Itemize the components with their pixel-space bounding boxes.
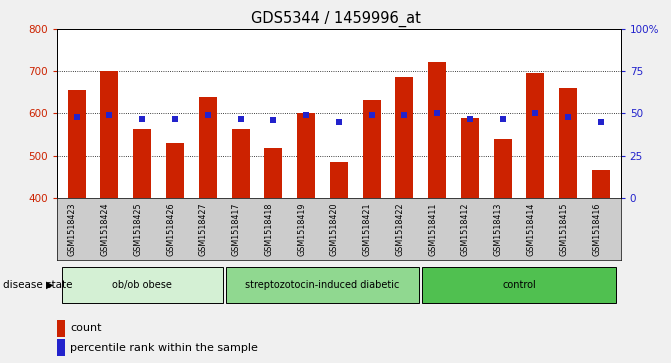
Text: percentile rank within the sample: percentile rank within the sample xyxy=(70,343,258,352)
Bar xyxy=(199,97,217,198)
Bar xyxy=(57,339,65,356)
Point xyxy=(203,112,213,118)
Point xyxy=(432,110,443,116)
Bar xyxy=(527,73,544,198)
Text: count: count xyxy=(70,323,101,334)
Point xyxy=(333,119,344,125)
Text: GSM1518414: GSM1518414 xyxy=(527,203,535,256)
Point xyxy=(366,112,377,118)
Point xyxy=(268,117,278,123)
Text: GSM1518412: GSM1518412 xyxy=(461,203,470,256)
Bar xyxy=(494,139,512,198)
Text: GSM1518419: GSM1518419 xyxy=(297,203,306,256)
Bar xyxy=(62,267,223,303)
Point xyxy=(464,115,475,121)
Text: GSM1518417: GSM1518417 xyxy=(231,203,240,256)
Bar xyxy=(423,267,616,303)
Text: GSM1518416: GSM1518416 xyxy=(592,203,601,256)
Text: ob/ob obese: ob/ob obese xyxy=(112,280,172,290)
Text: GSM1518421: GSM1518421 xyxy=(362,203,372,256)
Bar xyxy=(395,77,413,198)
Text: GSM1518424: GSM1518424 xyxy=(101,203,109,256)
Bar xyxy=(226,267,419,303)
Text: GDS5344 / 1459996_at: GDS5344 / 1459996_at xyxy=(250,11,421,27)
Point xyxy=(170,115,180,121)
Point xyxy=(301,112,311,118)
Text: GSM1518415: GSM1518415 xyxy=(559,203,568,256)
Bar xyxy=(264,148,282,198)
Text: disease state: disease state xyxy=(3,280,73,290)
Bar xyxy=(330,162,348,198)
Bar xyxy=(134,130,151,198)
Bar xyxy=(461,118,479,198)
Bar xyxy=(428,62,446,198)
Text: GSM1518426: GSM1518426 xyxy=(166,203,175,256)
Text: GSM1518425: GSM1518425 xyxy=(134,203,142,256)
Text: GSM1518423: GSM1518423 xyxy=(68,203,76,256)
Text: GSM1518413: GSM1518413 xyxy=(494,203,503,256)
Bar xyxy=(297,113,315,198)
Bar xyxy=(559,88,577,198)
Text: GSM1518420: GSM1518420 xyxy=(330,203,339,256)
Point xyxy=(563,114,574,120)
Text: streptozotocin-induced diabetic: streptozotocin-induced diabetic xyxy=(246,280,400,290)
Point xyxy=(104,112,115,118)
Bar xyxy=(231,130,250,198)
Point xyxy=(137,115,148,121)
Point xyxy=(71,114,82,120)
Bar xyxy=(101,71,119,198)
Text: GSM1518422: GSM1518422 xyxy=(395,203,405,256)
Point xyxy=(235,115,246,121)
Bar xyxy=(362,100,380,198)
Text: GSM1518427: GSM1518427 xyxy=(199,203,208,256)
Bar xyxy=(166,143,184,198)
Bar xyxy=(68,90,86,198)
Bar xyxy=(592,170,610,198)
Point xyxy=(530,110,541,116)
Text: GSM1518411: GSM1518411 xyxy=(428,203,437,256)
Text: ▶: ▶ xyxy=(46,280,54,290)
Point xyxy=(596,119,607,125)
Bar xyxy=(57,320,65,337)
Point xyxy=(399,112,410,118)
Text: GSM1518418: GSM1518418 xyxy=(264,203,273,256)
Text: control: control xyxy=(502,280,536,290)
Point xyxy=(497,115,508,121)
